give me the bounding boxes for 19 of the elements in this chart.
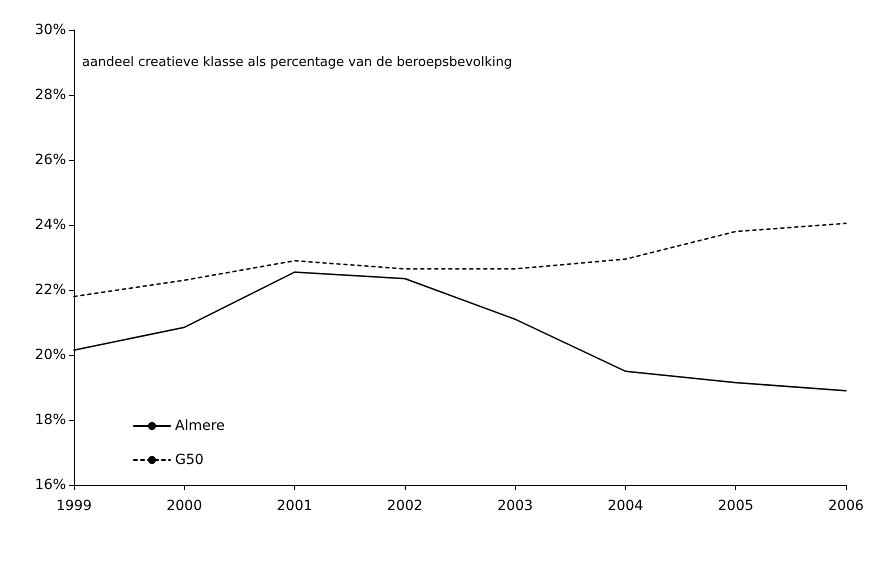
y-tick-label: 24% xyxy=(34,217,66,233)
y-tick-label: 26% xyxy=(34,152,66,168)
x-tick-label: 2000 xyxy=(166,498,202,514)
x-tick-label: 2001 xyxy=(276,498,312,514)
x-tick-label: 2002 xyxy=(387,498,423,514)
x-tick-label: 2006 xyxy=(828,498,864,514)
y-tick-label: 20% xyxy=(34,347,66,363)
legend-label: Almere xyxy=(175,418,225,434)
y-tick-label: 16% xyxy=(34,477,66,493)
x-tick-label: 1999 xyxy=(56,498,92,514)
y-tick-label: 30% xyxy=(34,22,66,38)
y-tick-label: 18% xyxy=(34,412,66,428)
x-tick-label: 2005 xyxy=(718,498,754,514)
x-tick-label: 2003 xyxy=(497,498,533,514)
annotation: aandeel creatieve klasse als percentage van de beroepsbevolking xyxy=(82,55,512,70)
y-tick-label: 28% xyxy=(34,87,66,103)
y-tick-label: 22% xyxy=(34,282,66,298)
legend-label: G50 xyxy=(175,452,204,468)
x-tick-label: 2004 xyxy=(608,498,644,514)
